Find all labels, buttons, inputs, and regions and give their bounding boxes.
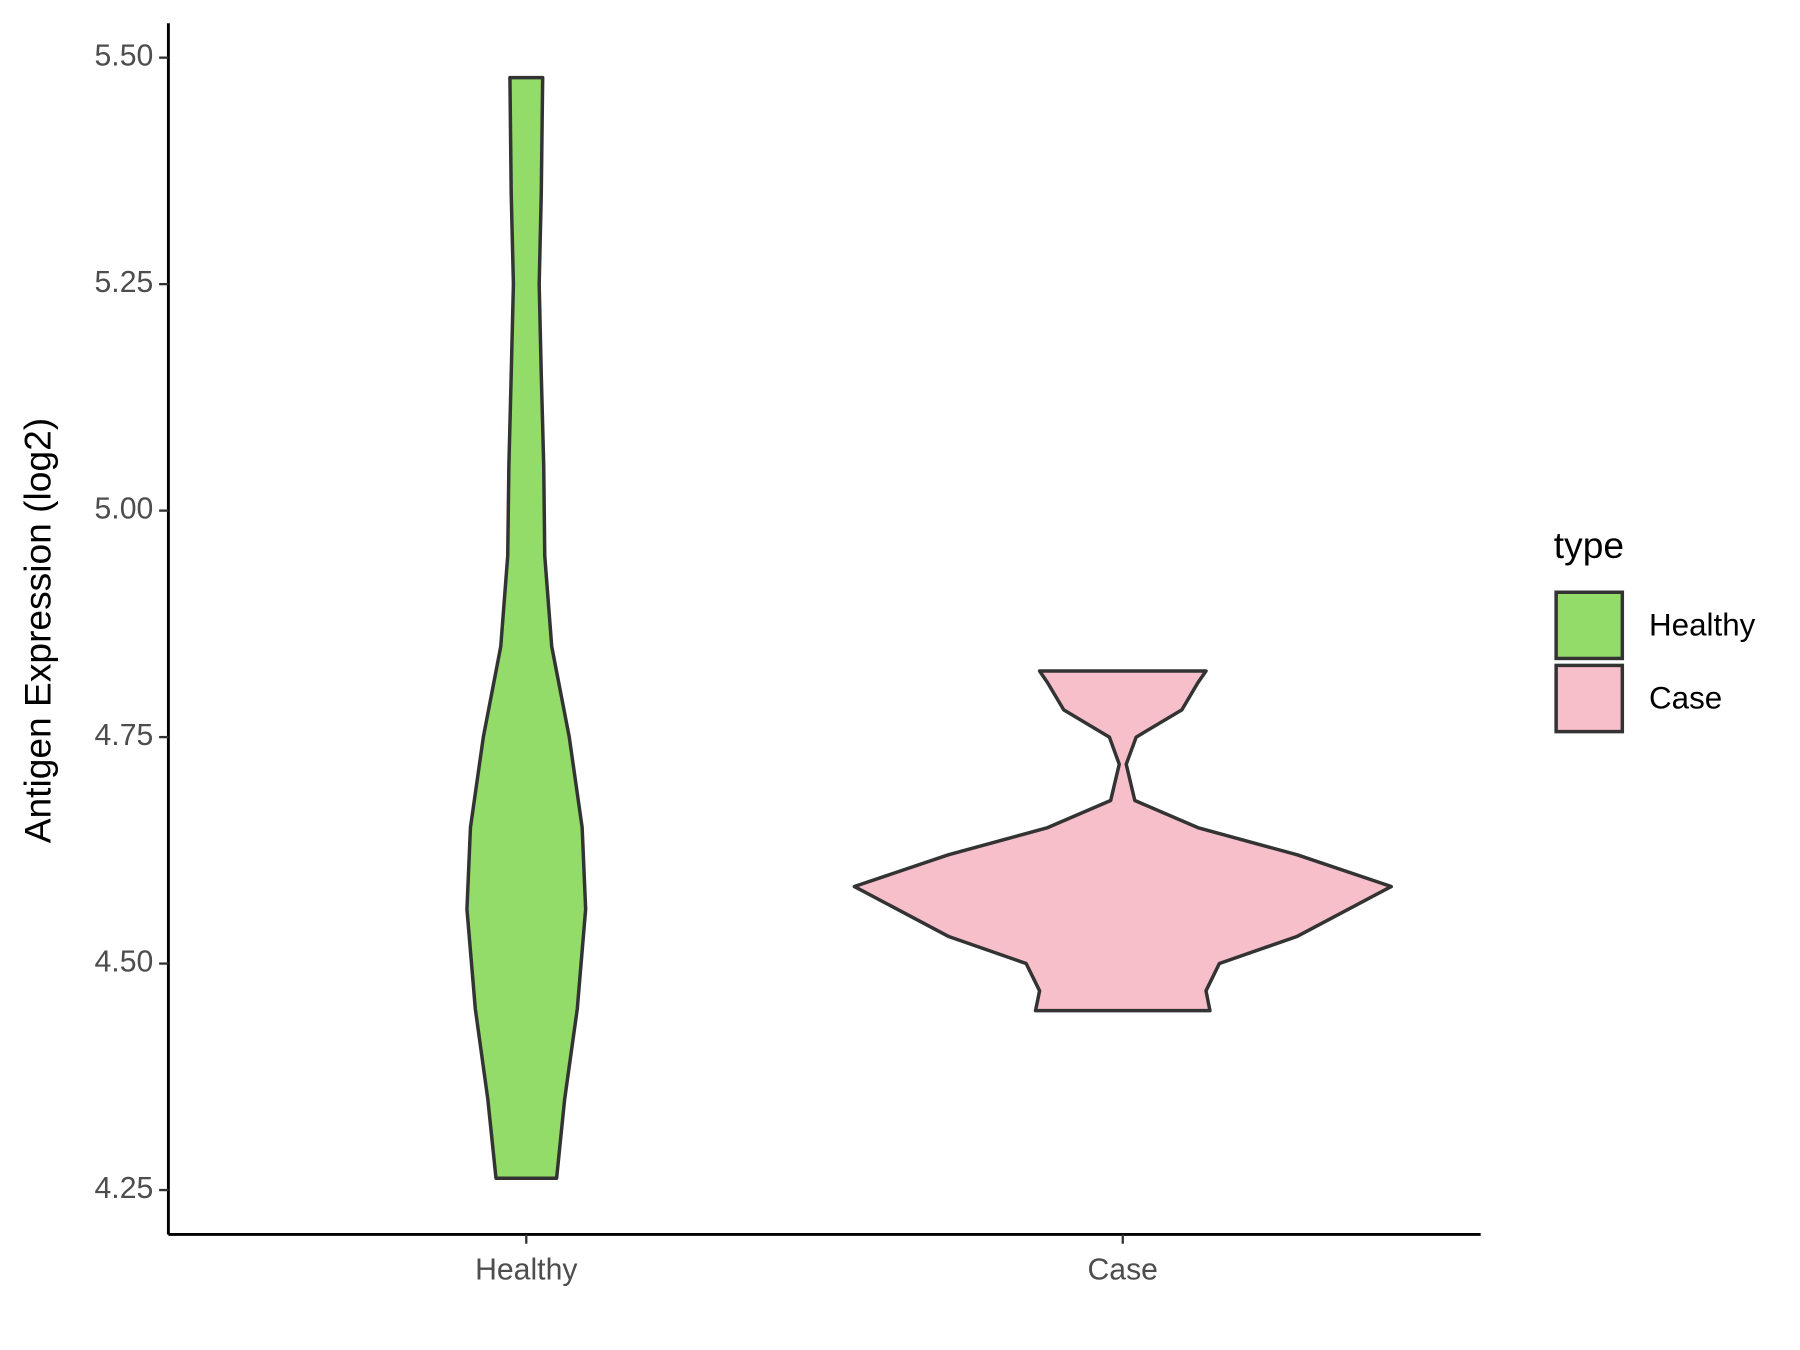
- y-axis-title: Antigen Expression (log2): [16, 418, 58, 843]
- y-tick-label: 5.25: [95, 266, 154, 299]
- legend-key: [1554, 590, 1625, 661]
- y-tick-label: 4.75: [95, 719, 154, 752]
- legend-label: Healthy: [1649, 607, 1756, 642]
- violin: [852, 669, 1393, 1013]
- legend-key: [1554, 663, 1625, 734]
- legend-label: Case: [1649, 681, 1722, 716]
- legend-title: type: [1554, 524, 1624, 566]
- violin: [465, 75, 588, 1180]
- y-tick-label: 5.50: [95, 40, 154, 73]
- y-tick-label: 4.25: [95, 1172, 154, 1205]
- y-tick-label: 5.00: [95, 493, 154, 526]
- x-tick-label: Case: [1088, 1254, 1158, 1287]
- y-tick-label: 4.50: [95, 946, 154, 979]
- x-tick-label: Healthy: [475, 1254, 578, 1287]
